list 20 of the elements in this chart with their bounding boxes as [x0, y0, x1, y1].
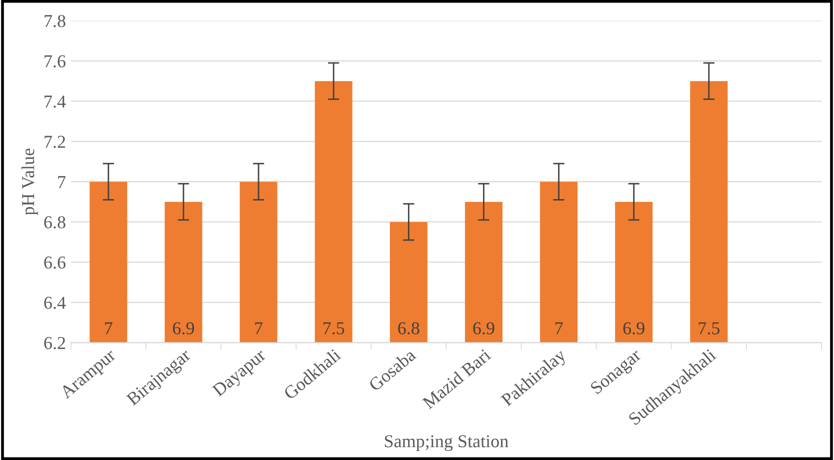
- y-tick-label: 6.6: [44, 256, 66, 269]
- y-tick-label: 6.2: [44, 337, 66, 350]
- y-tick-label: 7: [58, 176, 66, 188]
- y-tick-label: 7.6: [44, 55, 66, 68]
- data-label: 7: [555, 322, 563, 334]
- y-tick-label: 7.2: [44, 136, 66, 148]
- y-axis-title: pH Value: [22, 148, 38, 216]
- data-label: 6.8: [398, 322, 420, 334]
- data-label: 7.5: [698, 322, 720, 334]
- data-label: 7: [105, 322, 112, 334]
- data-label: 7.5: [324, 322, 344, 334]
- data-label: 7: [255, 322, 263, 334]
- data-label: 6.9: [172, 322, 194, 334]
- y-tick-label: 7.8: [44, 14, 66, 28]
- y-tick-label: 7.4: [44, 96, 66, 108]
- x-axis-title: Samp;ing Station: [384, 435, 508, 452]
- y-tick-label: 6.8: [44, 216, 66, 228]
- data-label: 6.9: [623, 322, 644, 334]
- data-label: 6.9: [473, 322, 494, 334]
- y-tick-label: 6.4: [44, 296, 66, 309]
